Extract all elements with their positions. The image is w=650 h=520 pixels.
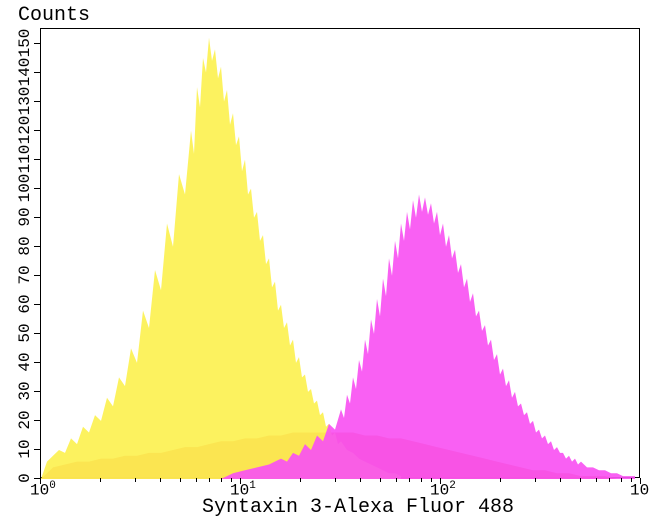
- x-minor-tick: [221, 478, 222, 482]
- y-tick-label: 70: [16, 260, 34, 290]
- x-minor-tick: [231, 478, 232, 482]
- x-minor-tick: [100, 478, 101, 482]
- y-tick-label: 90: [16, 202, 34, 232]
- y-tick: [34, 159, 40, 160]
- y-tick: [34, 43, 40, 44]
- plot-area: [40, 28, 640, 478]
- x-minor-tick: [421, 478, 422, 482]
- x-minor-tick: [560, 478, 561, 482]
- y-tick-label: 140: [16, 57, 34, 87]
- x-minor-tick: [380, 478, 381, 482]
- y-tick-label: 30: [16, 376, 34, 406]
- y-tick: [34, 362, 40, 363]
- flow-cytometry-histogram: Counts 010203040506070809010011012013014…: [0, 0, 650, 520]
- x-minor-tick: [180, 478, 181, 482]
- x-minor-tick: [135, 478, 136, 482]
- y-tick: [34, 217, 40, 218]
- y-tick: [34, 246, 40, 247]
- x-minor-tick: [360, 478, 361, 482]
- y-tick: [34, 304, 40, 305]
- y-tick-label: 60: [16, 289, 34, 319]
- y-tick-label: 40: [16, 347, 34, 377]
- x-minor-tick: [396, 478, 397, 482]
- y-tick: [34, 101, 40, 102]
- y-tick: [34, 130, 40, 131]
- x-minor-tick: [300, 478, 301, 482]
- x-minor-tick: [335, 478, 336, 482]
- x-axis-title: Syntaxin 3-Alexa Fluor 488: [202, 496, 514, 519]
- x-minor-tick: [621, 478, 622, 482]
- x-tick-label: 100: [30, 480, 56, 499]
- x-minor-tick: [431, 478, 432, 482]
- y-tick-label: 20: [16, 405, 34, 435]
- x-minor-tick: [409, 478, 410, 482]
- y-tick-label: 130: [16, 86, 34, 116]
- y-tick: [34, 420, 40, 421]
- y-tick-label: 10: [16, 434, 34, 464]
- y-tick-label: 110: [16, 144, 34, 174]
- y-tick-label: 100: [16, 173, 34, 203]
- x-minor-tick: [631, 478, 632, 482]
- x-minor-tick: [535, 478, 536, 482]
- x-minor-tick: [580, 478, 581, 482]
- y-tick-label: 120: [16, 115, 34, 145]
- y-tick: [34, 188, 40, 189]
- y-tick: [34, 449, 40, 450]
- x-minor-tick: [596, 478, 597, 482]
- y-tick-label: 150: [16, 28, 34, 58]
- y-tick: [34, 275, 40, 276]
- y-tick-label: 80: [16, 231, 34, 261]
- y-tick-label: 50: [16, 318, 34, 348]
- x-tick-label: 103: [630, 480, 650, 499]
- y-tick: [34, 72, 40, 73]
- y-axis-title: Counts: [18, 4, 90, 27]
- y-tick: [34, 333, 40, 334]
- x-minor-tick: [500, 478, 501, 482]
- x-minor-tick: [160, 478, 161, 482]
- x-minor-tick: [209, 478, 210, 482]
- x-minor-tick: [196, 478, 197, 482]
- x-minor-tick: [609, 478, 610, 482]
- y-tick: [34, 391, 40, 392]
